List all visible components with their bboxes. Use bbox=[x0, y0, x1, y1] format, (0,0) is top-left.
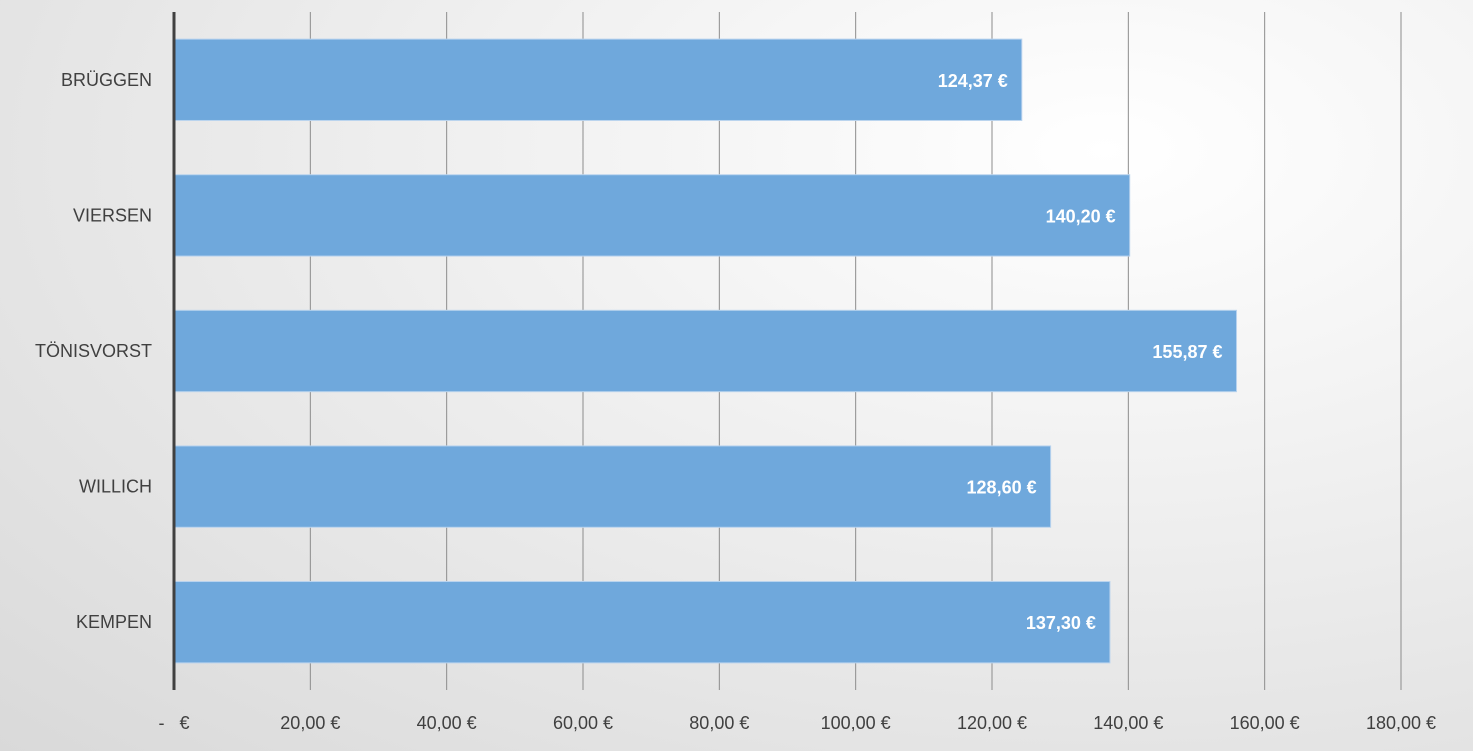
x-tick-label: 20,00 € bbox=[280, 713, 340, 733]
data-label: 155,87 € bbox=[1152, 342, 1222, 362]
bar bbox=[173, 309, 1238, 393]
x-tick-label: 160,00 € bbox=[1230, 713, 1300, 733]
bars bbox=[173, 38, 1238, 664]
x-tick-label: 180,00 € bbox=[1366, 713, 1436, 733]
x-tick-label: 100,00 € bbox=[821, 713, 891, 733]
x-tick-labels: - € 20,00 € 40,00 € 60,00 € 80,00 € 100,00 € 1… bbox=[158, 713, 1436, 733]
category-label: KEMPEN bbox=[76, 612, 152, 632]
x-tick-label: 140,00 € bbox=[1093, 713, 1163, 733]
x-tick-label: - € bbox=[158, 713, 189, 733]
data-label: 128,60 € bbox=[967, 478, 1037, 498]
category-label: VIERSEN bbox=[73, 205, 152, 225]
bar bbox=[173, 174, 1131, 257]
data-label: 137,30 € bbox=[1026, 613, 1096, 633]
category-label: WILLICH bbox=[79, 477, 152, 497]
x-tick-label: 40,00 € bbox=[417, 713, 477, 733]
x-tick-label: 120,00 € bbox=[957, 713, 1027, 733]
data-label: 124,37 € bbox=[938, 71, 1008, 91]
category-labels: BRÜGGEN VIERSEN TÖNISVORST WILLICH KEMPEN bbox=[35, 70, 152, 632]
bar bbox=[173, 581, 1111, 664]
data-labels: 124,37 € 140,20 € 155,87 € 128,60 € 137,30 € bbox=[938, 71, 1223, 633]
x-tick-label: 60,00 € bbox=[553, 713, 613, 733]
x-tick-label: 80,00 € bbox=[689, 713, 749, 733]
category-label: TÖNISVORST bbox=[35, 341, 152, 361]
bar bbox=[173, 445, 1052, 528]
bar bbox=[173, 38, 1023, 121]
category-label: BRÜGGEN bbox=[61, 70, 152, 90]
data-label: 140,20 € bbox=[1046, 206, 1116, 226]
